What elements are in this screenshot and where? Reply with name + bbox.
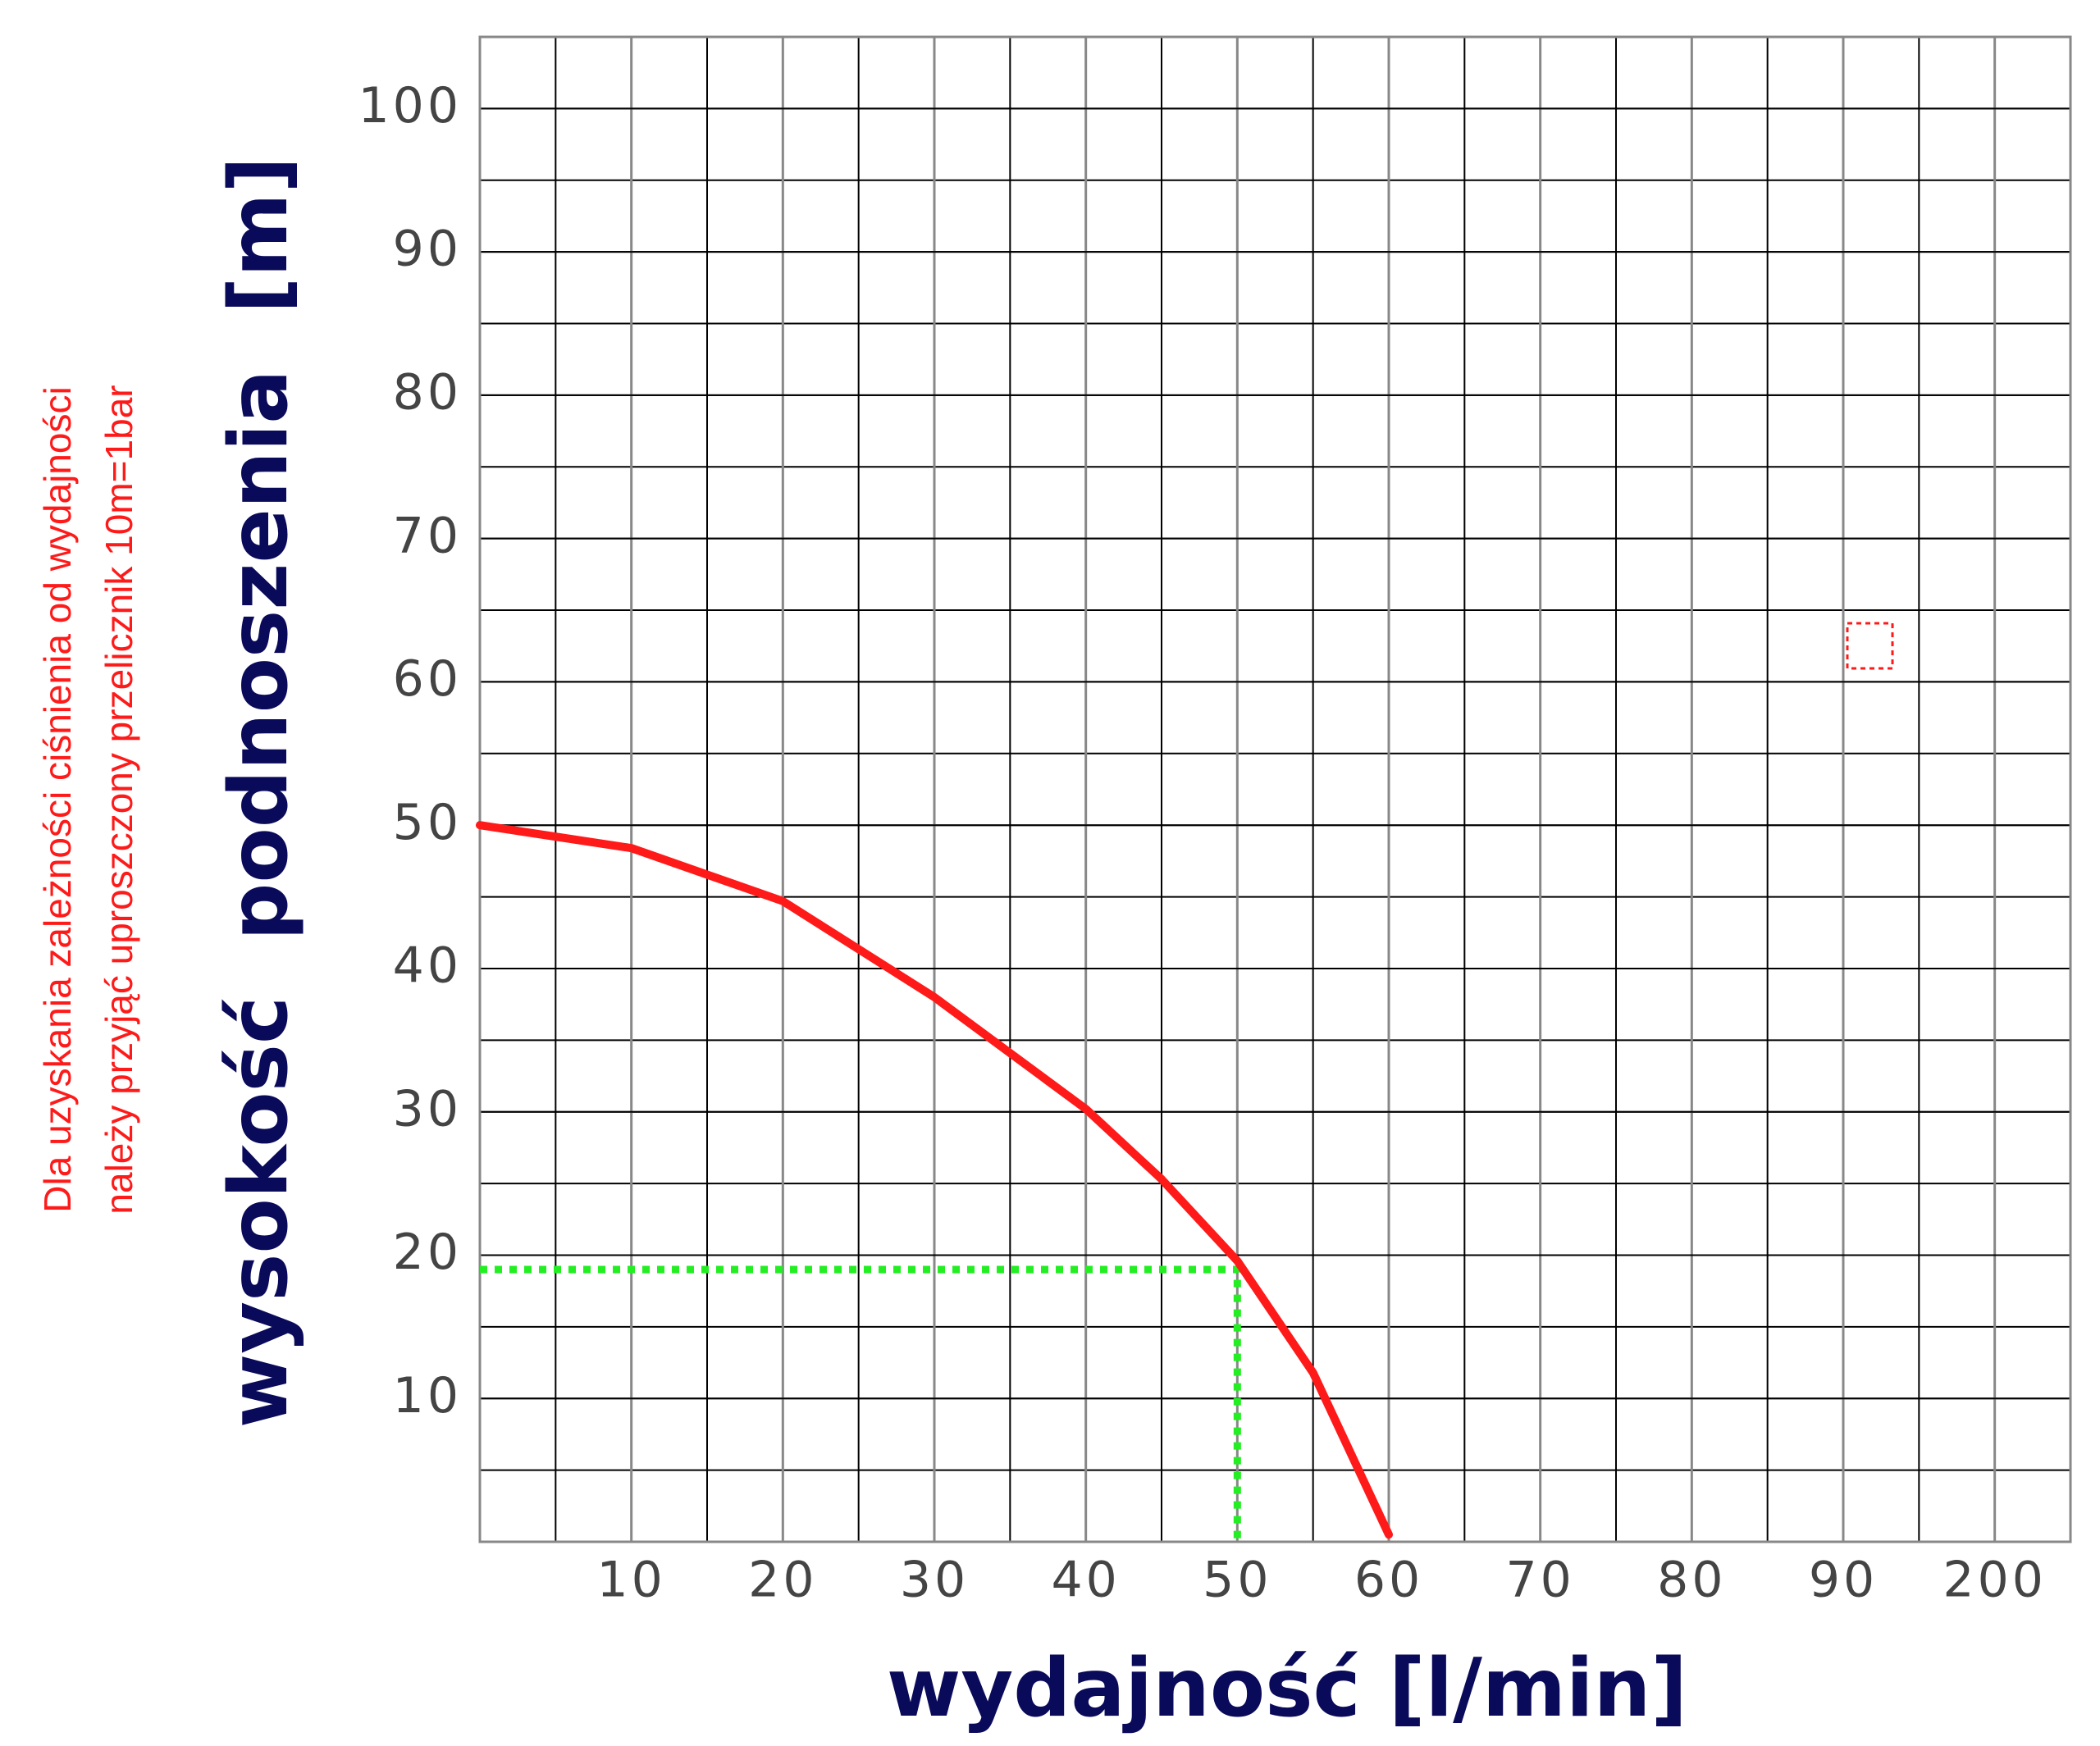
x-tick-label: 50: [1203, 1552, 1271, 1609]
y-tick-label: 80: [393, 363, 462, 421]
y-tick-label: 10: [393, 1367, 462, 1425]
y-axis-title: wysokość podnoszenia [m]: [212, 157, 306, 1429]
x-tick-label: 70: [1505, 1552, 1574, 1609]
y-axis-title-group: wysokość podnoszenia [m]: [212, 157, 306, 1429]
note-2: należy przyjąć uproszczony przelicznik 1…: [98, 385, 140, 1214]
y-tick-label: 100: [358, 77, 462, 134]
x-tick-label: 30: [900, 1552, 969, 1609]
y-tick-label: 60: [393, 650, 462, 708]
x-tick-label: 90: [1809, 1552, 1878, 1609]
y-tick-label: 50: [393, 794, 462, 851]
y-tick-label: 30: [393, 1080, 462, 1137]
x-tick-label: 10: [596, 1552, 665, 1609]
pump-curve: [476, 821, 1393, 1539]
note-line: należy przyjąć uproszczony przelicznik 1…: [98, 385, 140, 1214]
y-tick-label: 70: [393, 507, 462, 564]
operating-point-guide: [480, 1265, 1241, 1542]
y-tick-label: 90: [393, 221, 462, 278]
x-tick-label: 60: [1354, 1552, 1423, 1609]
note-1: Dla uzyskania zależności ciśnienia od wy…: [36, 386, 79, 1212]
x-tick-label: 40: [1051, 1552, 1120, 1609]
note-line: Dla uzyskania zależności ciśnienia od wy…: [36, 386, 79, 1212]
y-tick-label: 20: [393, 1224, 462, 1281]
marker-box: [1846, 622, 1894, 670]
x-axis-title: wydajność [l/min]: [887, 1642, 1687, 1735]
x-tick-label: 20: [748, 1552, 817, 1609]
plot-frame: [478, 35, 2072, 1543]
x-tick-label: 200: [1942, 1552, 2047, 1609]
x-tick-label: 80: [1657, 1552, 1726, 1609]
y-tick-label: 40: [393, 937, 462, 995]
